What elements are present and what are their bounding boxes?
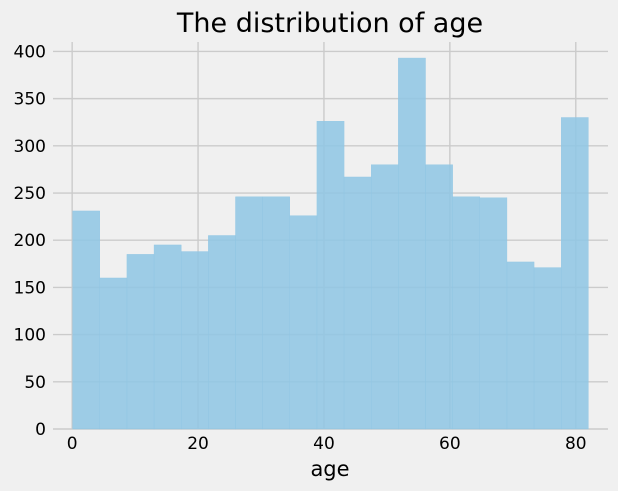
histogram-bar xyxy=(235,196,263,430)
x-axis-label: age xyxy=(310,457,349,481)
x-tick-label: 40 xyxy=(313,434,335,454)
y-tick-label: 50 xyxy=(24,373,46,393)
histogram-bar xyxy=(479,197,508,430)
histogram-bar xyxy=(72,210,100,430)
y-tick-label: 0 xyxy=(35,420,46,440)
histogram-bar xyxy=(153,244,182,430)
chart-title: The distribution of age xyxy=(176,8,483,39)
histogram-bar xyxy=(208,235,236,430)
y-tick-label: 400 xyxy=(14,42,46,62)
ticks-layer: 0 50 100 150 200 250 300 350 400 0 20 40 60 80 xyxy=(14,42,587,454)
bars-layer xyxy=(72,57,589,430)
y-tick-label: 250 xyxy=(14,184,46,204)
histogram-bar xyxy=(561,117,589,430)
y-tick-label: 100 xyxy=(14,326,46,346)
histogram-bar xyxy=(452,196,480,430)
histogram-bar xyxy=(126,254,155,430)
x-tick-label: 0 xyxy=(67,434,78,454)
histogram-bar xyxy=(99,277,128,430)
histogram-bar xyxy=(316,121,345,430)
y-tick-label: 350 xyxy=(14,90,46,110)
histogram-bar xyxy=(181,251,209,430)
y-tick-label: 200 xyxy=(14,231,46,251)
histogram-bar xyxy=(425,164,453,430)
histogram-bar xyxy=(506,261,535,430)
y-tick-label: 300 xyxy=(14,137,46,157)
x-tick-label: 80 xyxy=(565,434,587,454)
histogram-bar xyxy=(398,57,426,430)
histogram-bar xyxy=(262,196,290,430)
histogram-bar xyxy=(533,267,562,430)
y-tick-label: 150 xyxy=(14,278,46,298)
histogram-bar xyxy=(343,176,372,430)
x-tick-label: 60 xyxy=(439,434,461,454)
histogram-bar xyxy=(289,215,318,430)
histogram-bar xyxy=(371,164,399,430)
x-tick-label: 20 xyxy=(187,434,209,454)
